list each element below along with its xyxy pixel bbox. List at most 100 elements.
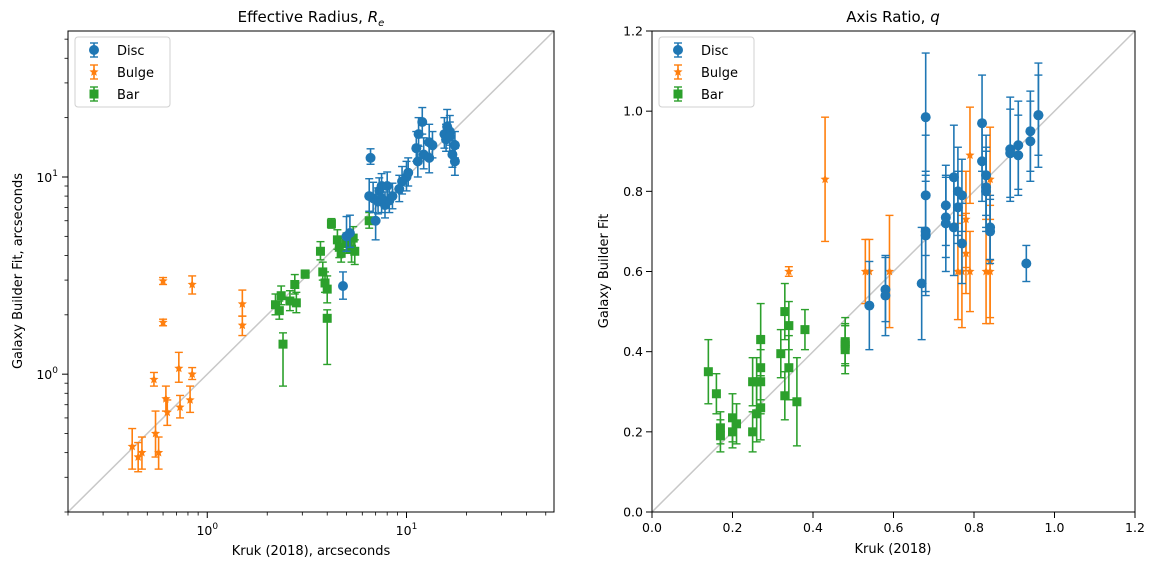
x-tick-label: 0.4 xyxy=(803,520,823,535)
point-bar xyxy=(732,419,742,429)
point-bulge xyxy=(187,369,197,379)
legend: Disc Bulge Bar xyxy=(74,36,171,108)
point-disc xyxy=(394,183,405,194)
point-bar xyxy=(332,235,342,245)
point-disc xyxy=(387,191,398,202)
legend-marker-bulge xyxy=(673,67,683,76)
y-tick-label: 0.8 xyxy=(623,184,643,199)
point-bar xyxy=(278,339,288,349)
point-disc xyxy=(364,191,375,202)
point-bar xyxy=(715,431,725,441)
y-tick-label: 0.2 xyxy=(623,424,643,439)
y-tick-label: 0.4 xyxy=(623,344,643,359)
point-bulge xyxy=(127,441,137,451)
axes-frame xyxy=(67,30,555,513)
point-bar xyxy=(285,296,295,306)
point-disc xyxy=(916,278,927,289)
point-bulge xyxy=(961,214,971,224)
point-bulge xyxy=(150,428,161,438)
panel-effective-radius: 100 101 100 101 Effective Radius, Re Kruk (… xyxy=(11,8,555,559)
legend-label: Bulge xyxy=(701,66,738,81)
y-tick-label: 100 xyxy=(36,366,58,382)
legend-label: Bar xyxy=(701,88,724,103)
point-bar xyxy=(326,219,336,229)
x-tick-label: 0.2 xyxy=(723,520,743,535)
legend-item-disc: Disc xyxy=(89,42,145,59)
legend-item-bar: Bar xyxy=(89,86,140,103)
point-disc xyxy=(444,131,455,142)
point-disc xyxy=(956,238,967,249)
x-tick-label: 0.6 xyxy=(884,520,904,535)
point-bar xyxy=(320,278,330,288)
legend-label: Disc xyxy=(117,44,145,59)
point-disc xyxy=(403,167,414,178)
point-disc xyxy=(424,152,435,163)
point-disc xyxy=(412,156,423,167)
point-bar xyxy=(322,284,332,294)
point-bar xyxy=(784,321,794,331)
point-bulge xyxy=(237,299,247,308)
point-disc xyxy=(956,190,967,201)
point-bar xyxy=(752,409,762,419)
point-bar xyxy=(291,298,301,308)
point-bar xyxy=(792,397,802,407)
legend-item-disc: Disc xyxy=(673,42,729,59)
point-bar xyxy=(290,279,300,289)
point-bulge xyxy=(133,452,143,461)
legend-marker-disc xyxy=(673,45,683,55)
point-disc xyxy=(370,215,381,226)
legend-label: Bulge xyxy=(117,66,154,81)
point-disc xyxy=(940,218,951,229)
point-disc xyxy=(880,290,891,301)
point-bulge xyxy=(162,407,172,417)
point-bar xyxy=(784,363,794,373)
point-disc xyxy=(977,156,988,167)
point-disc xyxy=(1025,136,1036,147)
point-bar xyxy=(300,269,310,279)
point-disc xyxy=(1005,148,1016,159)
point-bar xyxy=(728,427,737,437)
point-disc xyxy=(417,117,428,128)
point-bulge xyxy=(965,266,975,276)
point-disc xyxy=(920,112,931,123)
legend-marker-disc xyxy=(89,45,99,55)
point-bar xyxy=(800,325,810,335)
y-axis-label: Galaxy Builder Fit xyxy=(597,214,612,329)
point-disc xyxy=(344,227,355,238)
x-tick-label: 0.0 xyxy=(642,520,662,535)
y-tick-label: 0.0 xyxy=(623,505,643,520)
legend-box xyxy=(658,36,755,108)
y-tick-label: 1.2 xyxy=(623,24,643,39)
legend-box xyxy=(74,36,171,108)
point-bulge xyxy=(174,363,184,373)
axis-ticks: 100 101 100 101 xyxy=(36,38,547,538)
chart-title: Axis Ratio, q xyxy=(846,8,939,26)
legend-item-bulge: Bulge xyxy=(89,64,154,81)
legend-label: Bar xyxy=(117,88,140,103)
point-disc xyxy=(449,156,460,167)
error-bar-bulge xyxy=(128,427,137,470)
point-bulge xyxy=(149,374,159,384)
legend-item-bar: Bar xyxy=(673,86,724,103)
point-bulge xyxy=(985,174,995,184)
point-bar xyxy=(274,306,284,316)
point-bar xyxy=(840,345,850,355)
point-bar xyxy=(315,246,325,256)
point-disc xyxy=(1021,258,1032,269)
point-disc xyxy=(337,281,348,292)
axes-frame xyxy=(651,30,1136,513)
point-bar xyxy=(364,216,374,226)
point-disc xyxy=(981,186,992,197)
point-disc xyxy=(952,202,963,213)
point-bulge xyxy=(237,320,247,330)
point-disc xyxy=(376,193,387,204)
point-bar xyxy=(276,291,286,301)
legend-item-bulge: Bulge xyxy=(673,64,738,81)
point-bar xyxy=(350,246,360,256)
point-bar xyxy=(334,242,344,252)
point-bulge xyxy=(820,174,830,184)
x-axis-label: Kruk (2018) xyxy=(855,542,932,557)
x-tick-label: 0.8 xyxy=(964,520,984,535)
x-axis-label: Kruk (2018), arcseconds xyxy=(232,544,391,559)
point-disc xyxy=(1033,110,1044,121)
